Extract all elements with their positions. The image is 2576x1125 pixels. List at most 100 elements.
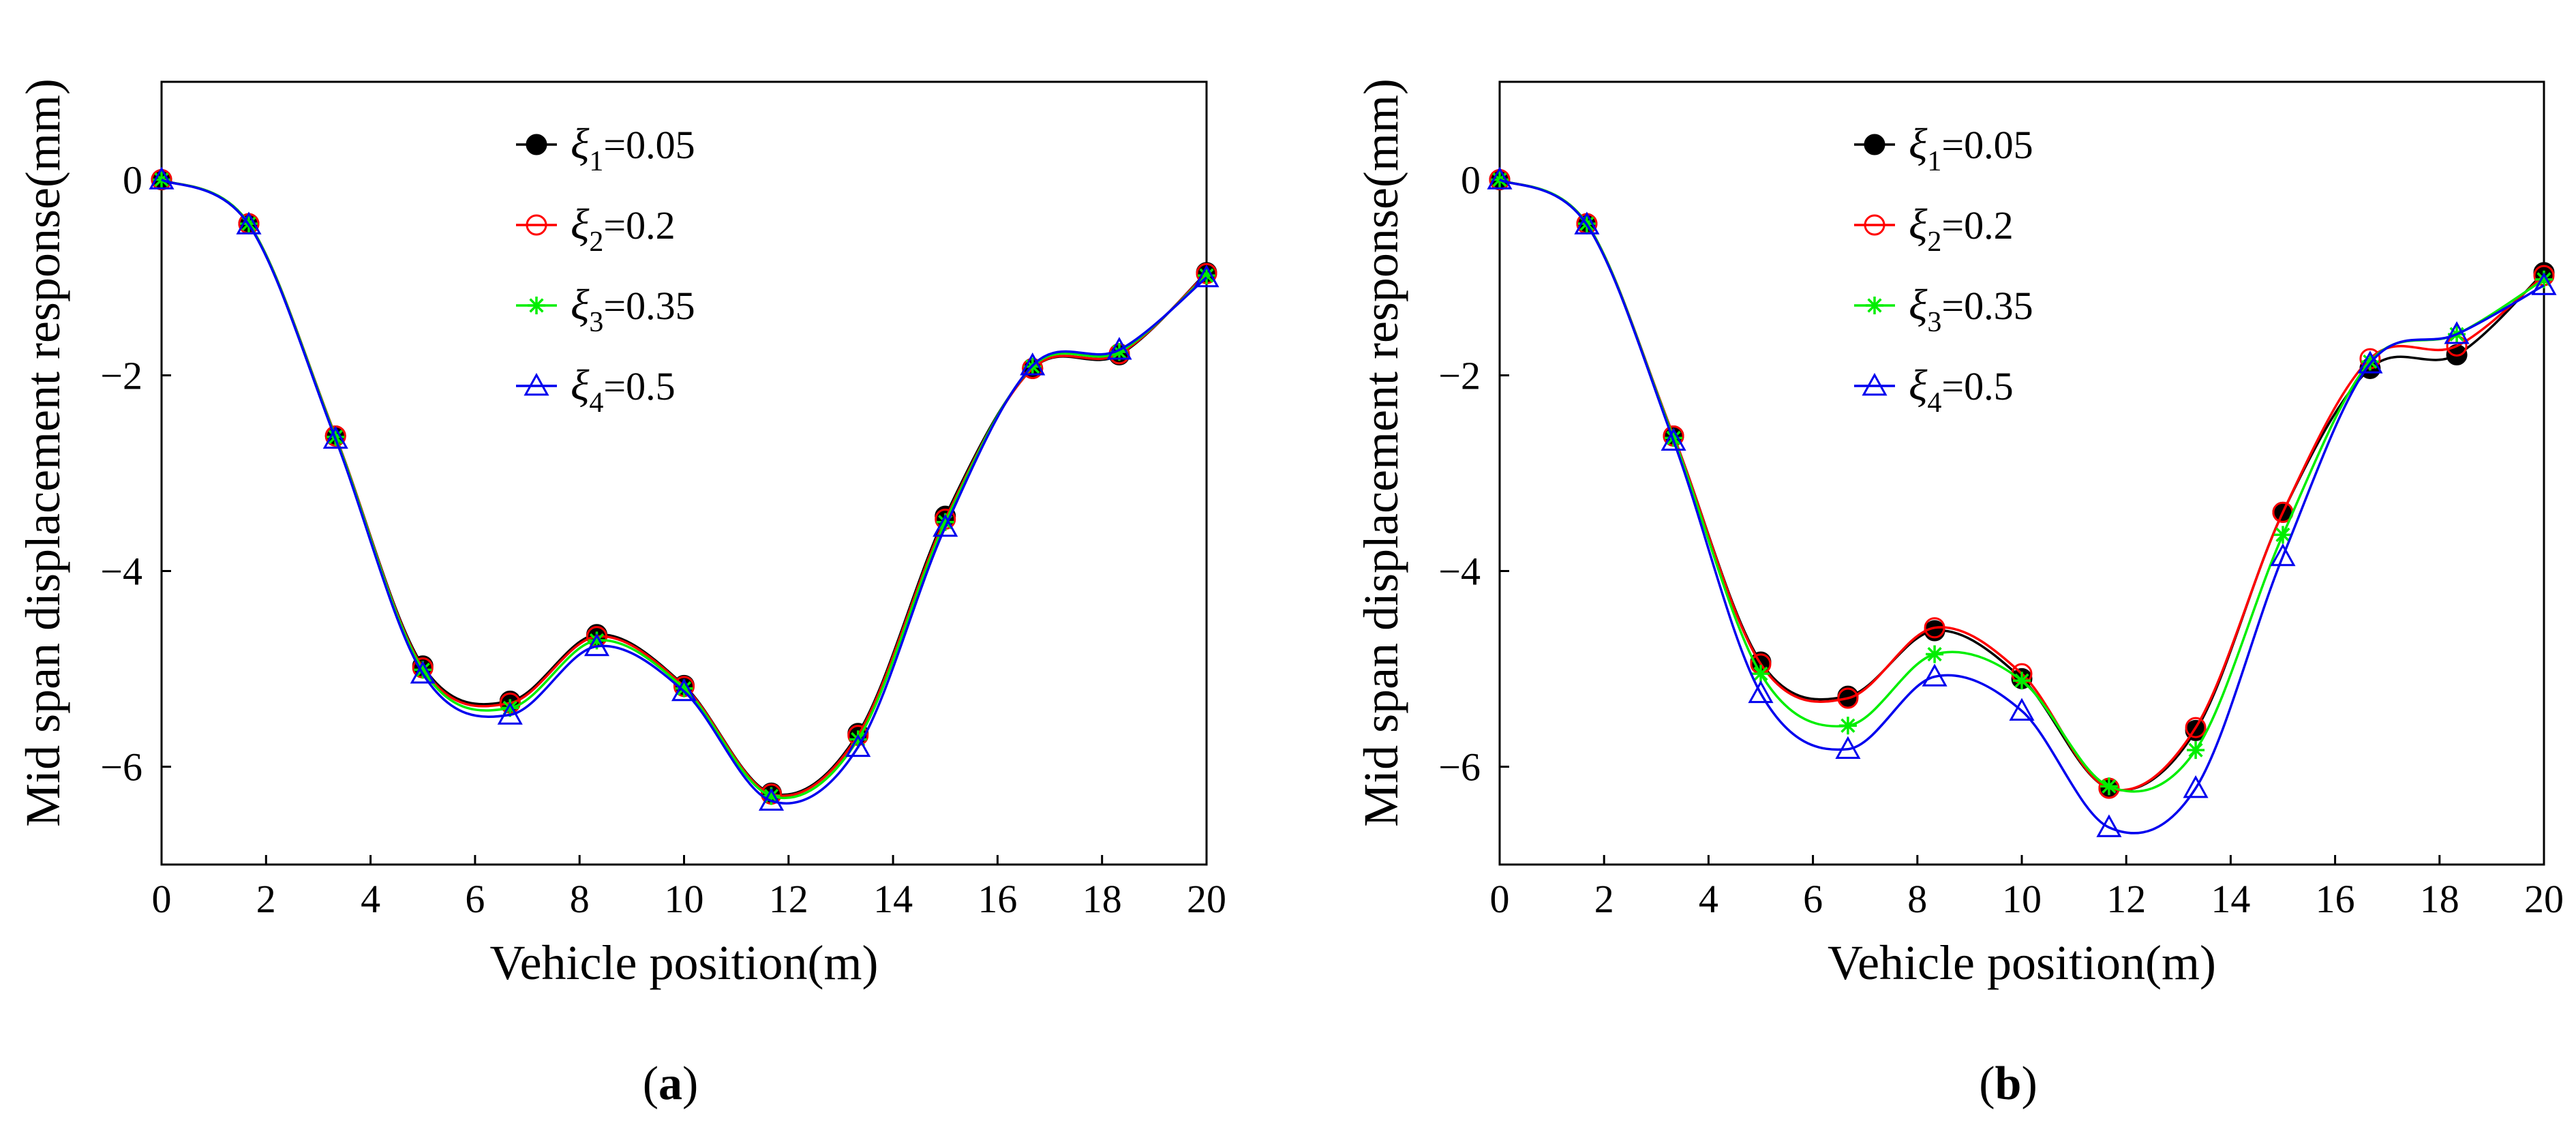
legend-item-2: ξ2=0.2 (1854, 200, 2014, 258)
legend-marker (1864, 214, 1885, 236)
x-tick-label: 12 (2106, 877, 2146, 921)
data-point-3 (1926, 645, 1944, 663)
x-tick-label: 14 (2211, 877, 2250, 921)
data-point-4 (758, 787, 785, 811)
data-point-4 (497, 702, 523, 725)
legend-marker (526, 134, 547, 155)
data-point-4 (2270, 543, 2296, 567)
x-axis-label: Vehicle position(m) (490, 935, 879, 990)
y-tick-label: −2 (1438, 354, 1481, 398)
x-tick-label: 18 (2420, 877, 2459, 921)
y-tick-label: −4 (100, 550, 142, 594)
subfigure-caption: (b) (1979, 1058, 2037, 1110)
data-point-4 (2531, 272, 2557, 295)
data-point-4 (1106, 337, 1132, 360)
data-point-3 (675, 679, 693, 698)
data-point-4 (236, 211, 262, 235)
x-tick-label: 18 (1082, 877, 1122, 921)
y-axis-label: Mid span displacement response(mm) (16, 78, 70, 827)
x-tick-label: 14 (873, 877, 913, 921)
y-axis-label: Mid span displacement response(mm) (1354, 78, 1408, 827)
data-point-4 (1194, 264, 1219, 288)
data-point-4 (149, 166, 175, 190)
legend-label: ξ1=0.05 (1909, 119, 2033, 177)
legend-marker (1864, 134, 1885, 155)
data-point-4 (2096, 814, 2122, 837)
x-tick-label: 6 (465, 877, 485, 921)
legend-marker (1862, 372, 1888, 396)
x-tick-label: 16 (2316, 877, 2355, 921)
x-tick-label: 2 (256, 877, 276, 921)
x-tick-label: 4 (361, 877, 380, 921)
x-tick-label: 16 (978, 877, 1017, 921)
data-point-4 (584, 633, 610, 657)
x-axis-label: Vehicle position(m) (1828, 935, 2216, 990)
x-tick-label: 4 (1699, 877, 1718, 921)
data-point-4 (410, 661, 436, 684)
data-point-4 (1020, 352, 1046, 376)
legend-label: ξ2=0.2 (1909, 200, 2014, 258)
data-point-4 (2183, 775, 2209, 798)
data-point-3 (2100, 777, 2118, 796)
legend-item-1: ξ1=0.05 (1854, 119, 2033, 177)
data-point-4 (2009, 698, 2035, 721)
y-tick-label: 0 (1461, 158, 1481, 202)
data-point-3 (2013, 672, 2031, 690)
chart-panel-b: 0 2 4 6 8 10 12 14 16 18 20 0 −2 −4 −6 Vehicle position… (1354, 78, 2564, 1110)
y-tick-label: −2 (100, 354, 142, 398)
x-tick-label: 12 (769, 877, 808, 921)
data-point-4 (671, 678, 697, 702)
x-tick-label: 8 (1907, 877, 1927, 921)
data-point-4 (1661, 427, 1686, 451)
data-point-2 (1924, 617, 1945, 639)
legend-item-3: ξ3=0.35 (1854, 280, 2033, 338)
data-point-2 (1837, 687, 1859, 709)
legend-label: ξ2=0.2 (571, 200, 676, 258)
subfigure-caption: (a) (643, 1058, 699, 1110)
legend-label: ξ3=0.35 (571, 280, 695, 338)
series-line-4 (1499, 178, 2545, 835)
data-point-4 (2444, 321, 2470, 344)
y-tick-label: −6 (1438, 745, 1481, 790)
x-tick-label: 0 (152, 877, 172, 921)
legend-item-1: ξ1=0.05 (516, 119, 695, 177)
x-tick-label: 0 (1490, 877, 1510, 921)
legend-marker (526, 214, 547, 236)
legend-item-2: ξ2=0.2 (516, 200, 676, 258)
data-point-3 (2187, 741, 2205, 760)
data-point-4 (1835, 736, 1861, 759)
x-tick-label: 2 (1594, 877, 1614, 921)
y-tick-label: −6 (100, 745, 142, 790)
x-tick-label: 10 (2002, 877, 2042, 921)
x-tick-label: 6 (1803, 877, 1823, 921)
legend-label: ξ1=0.05 (571, 119, 695, 177)
legend-marker (1866, 297, 1883, 314)
plot-frame (1498, 80, 2545, 866)
legend-marker (524, 372, 549, 396)
data-point-4 (2357, 350, 2383, 374)
data-point-4 (845, 734, 871, 758)
data-point-2 (2185, 717, 2207, 738)
data-point-3 (1752, 665, 1770, 683)
legend-item-3: ξ3=0.35 (516, 280, 695, 338)
x-tick-label: 20 (2524, 877, 2564, 921)
data-point-4 (1574, 211, 1600, 235)
legend-item-4: ξ4=0.5 (516, 361, 676, 419)
data-point-3 (1838, 717, 1857, 735)
data-point-4 (933, 513, 958, 537)
data-point-3 (2274, 526, 2292, 544)
legend-label: ξ3=0.35 (1909, 280, 2033, 338)
y-tick-label: −4 (1438, 550, 1481, 594)
data-point-4 (1748, 680, 1774, 704)
data-point-4 (322, 425, 348, 449)
x-tick-label: 8 (570, 877, 590, 921)
legend-item-4: ξ4=0.5 (1854, 361, 2014, 419)
x-tick-label: 10 (665, 877, 704, 921)
legend-label: ξ4=0.5 (1909, 361, 2014, 419)
y-tick-label: 0 (123, 158, 142, 202)
plot-frame (160, 80, 1208, 866)
legend-marker (528, 297, 545, 314)
legend-label: ξ4=0.5 (571, 361, 676, 419)
data-point-4 (1487, 166, 1513, 190)
